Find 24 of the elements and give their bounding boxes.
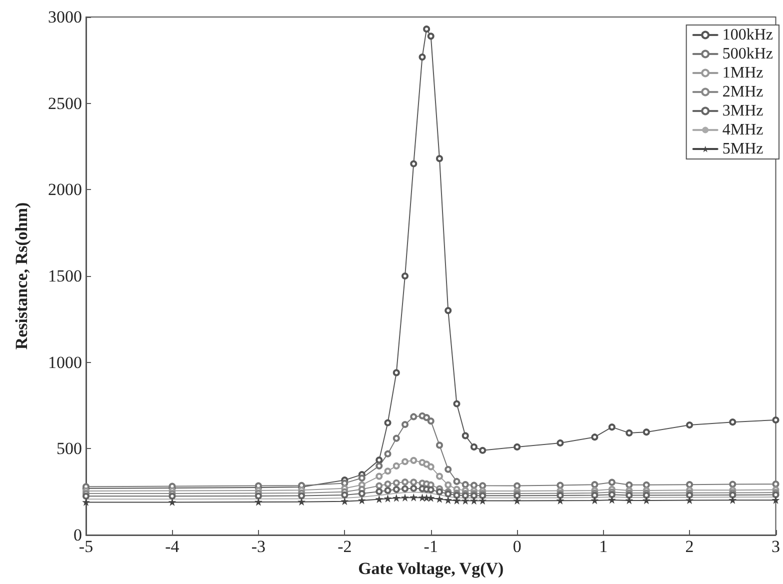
y-tick-label: 3000 xyxy=(48,8,82,26)
x-tick-label: -4 xyxy=(165,537,180,556)
legend-label: 3MHz xyxy=(722,102,764,120)
x-axis-title: Gate Voltage, Vg(V) xyxy=(358,558,504,578)
legend-label: 2MHz xyxy=(722,84,764,100)
y-tick-label: 2000 xyxy=(48,180,82,200)
x-tick-label: 2 xyxy=(685,537,694,556)
legend-label: 5MHz xyxy=(722,140,764,158)
x-tick-label: 3 xyxy=(772,537,780,556)
legend-label: 4MHz xyxy=(722,122,764,138)
legend-label: 1MHz xyxy=(722,64,764,82)
legend-label: 100kHz xyxy=(722,26,773,44)
y-tick-label: 2500 xyxy=(48,94,82,113)
y-tick-label: 1000 xyxy=(48,352,82,372)
x-tick-label: 0 xyxy=(512,537,522,556)
x-tick-label: -3 xyxy=(251,537,266,556)
y-axis-title: Resistance, Rs(ohm) xyxy=(12,202,31,350)
x-tick-label: -2 xyxy=(338,537,352,556)
x-tick-label: -1 xyxy=(424,537,438,556)
x-tick-label: 1 xyxy=(599,537,608,556)
legend-label: 500kHz xyxy=(722,46,773,62)
y-tick-label: 500 xyxy=(56,439,82,458)
y-tick-label: 1500 xyxy=(48,266,82,286)
y-tick-label: 0 xyxy=(74,526,82,544)
